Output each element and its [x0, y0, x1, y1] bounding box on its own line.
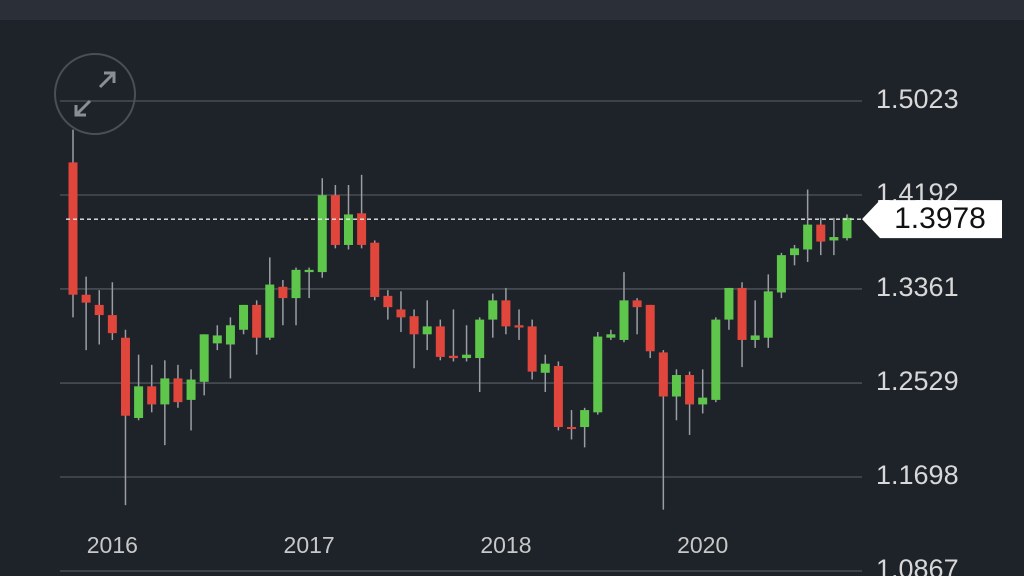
candle-body [776, 255, 786, 293]
candle-body [737, 287, 747, 340]
candle-body [68, 162, 78, 295]
candle-body [790, 248, 800, 256]
y-tick-label: 1.5023 [876, 84, 959, 114]
candle-body [160, 378, 170, 405]
candle-body [212, 335, 222, 344]
candle-body [580, 410, 590, 428]
candle-body [199, 334, 209, 382]
plot-area: 1.50231.41921.33611.25291.16981.08672016… [60, 84, 1002, 576]
last-price-box [862, 200, 1002, 239]
candle-body [553, 365, 563, 428]
candle-body [448, 355, 458, 359]
candle-body [645, 304, 655, 352]
candle-body [803, 224, 813, 250]
expand-icon[interactable] [74, 71, 116, 117]
x-tick-label: 2018 [480, 532, 531, 558]
candle-body [593, 336, 603, 413]
expand-button[interactable] [54, 53, 136, 135]
candle-body [724, 287, 734, 320]
candle-body [658, 352, 668, 397]
candle-body [186, 379, 196, 400]
candle-body [396, 309, 406, 318]
candle-body [147, 386, 157, 405]
candle-body [383, 295, 393, 308]
x-tick-label: 2020 [677, 532, 728, 558]
y-tick-label: 1.3361 [876, 272, 959, 302]
candle-body [304, 269, 314, 273]
candle-body [685, 375, 695, 405]
candle-body [671, 375, 681, 397]
candle-body [225, 325, 235, 345]
candle-body [134, 386, 144, 418]
candle-body [107, 315, 117, 334]
y-tick-label: 1.1698 [876, 460, 959, 490]
candle-body [370, 242, 380, 297]
candle-body [763, 291, 773, 338]
candle-body [278, 286, 288, 299]
candle-body [711, 319, 721, 400]
candle-body [475, 319, 485, 359]
candle-body [317, 195, 327, 273]
candle-body [252, 304, 262, 338]
candle-body [435, 326, 445, 357]
candle-body [540, 363, 550, 373]
candle-body [120, 337, 130, 416]
expand-circle[interactable] [54, 53, 136, 135]
candle-body [462, 354, 472, 359]
candle-body [343, 214, 353, 245]
candle-body [330, 195, 340, 245]
candle-body [816, 224, 826, 242]
candle-body [527, 326, 537, 372]
candle-body [422, 326, 432, 335]
candle-body [409, 316, 419, 335]
candle-body [173, 378, 183, 403]
candle-body [265, 284, 275, 338]
top-bar [0, 0, 1024, 20]
candle-body [501, 300, 511, 327]
candle-body [750, 335, 760, 340]
candle-body [488, 300, 498, 320]
candle-body [291, 269, 301, 299]
top-bar-notch [122, 7, 150, 20]
candle-body [94, 304, 104, 316]
candle-body [81, 294, 91, 303]
y-tick-label: 1.0867 [876, 554, 959, 576]
candle-body [514, 325, 524, 328]
candle-body [842, 217, 852, 239]
candle-body [698, 397, 708, 405]
candle-body [829, 237, 839, 241]
x-tick-label: 2016 [87, 532, 138, 558]
candle-body [567, 427, 577, 430]
y-tick-label: 1.2529 [876, 366, 959, 396]
last-price-label: 1.3978 [894, 202, 986, 235]
candle-body [239, 304, 249, 330]
x-tick-label: 2017 [284, 532, 335, 558]
candle-body [606, 334, 616, 338]
candle-body [632, 300, 642, 308]
candle-body [619, 300, 629, 340]
candle-body [357, 213, 367, 245]
